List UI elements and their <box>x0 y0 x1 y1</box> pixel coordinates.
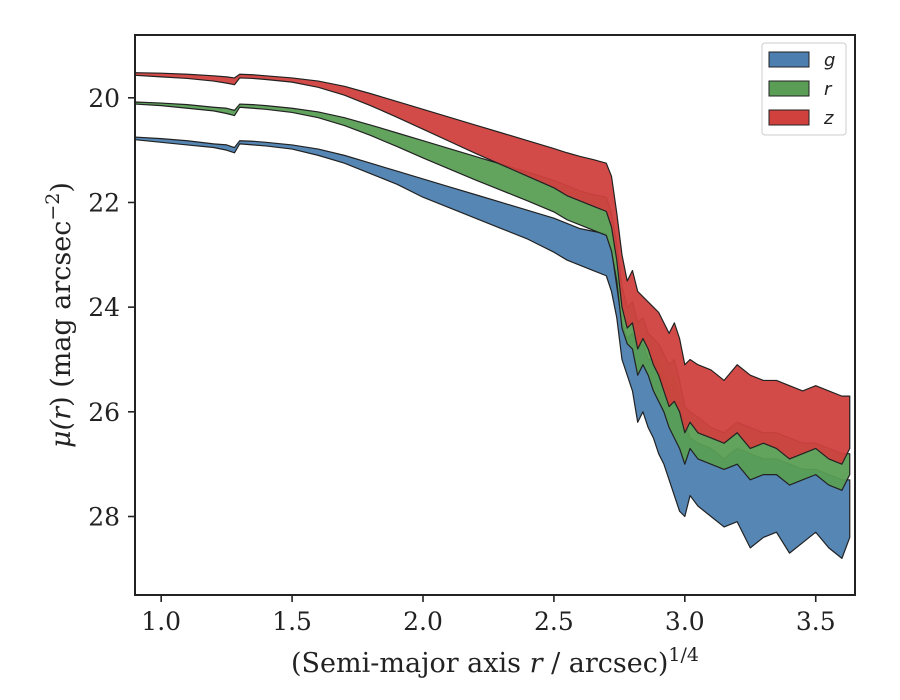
plot-frame <box>134 34 856 596</box>
legend-label-z: z <box>823 108 834 129</box>
x-axis-label-prefix: (Semi-major axis <box>291 648 530 679</box>
bands-layer <box>135 72 851 559</box>
y-axis-label-suffix: ) <box>46 182 77 193</box>
band-g <box>135 136 851 559</box>
legend-swatch-r <box>768 80 810 97</box>
band-z <box>135 72 851 465</box>
x-axis-label-superscript: 1/4 <box>668 644 699 666</box>
y-tick-label: 22 <box>88 188 120 217</box>
x-tick-label: 1.0 <box>141 607 181 636</box>
x-tick-label: 2.0 <box>403 607 443 636</box>
legend-swatch-z <box>768 109 810 126</box>
axes-layer <box>134 34 856 596</box>
y-axis-label: μ(r) (mag arcsec−2) <box>42 182 77 448</box>
x-tick-label: 3.5 <box>796 607 836 636</box>
x-tick-label: 1.5 <box>272 607 312 636</box>
y-tick-label: 26 <box>88 398 120 427</box>
x-tick-label: 2.5 <box>534 607 574 636</box>
ticks-layer: 1.0 1.5 2.0 2.5 3.0 3.5 20 22 24 26 28 <box>88 84 835 636</box>
y-axis-label-middle: ) (mag arcsec <box>46 221 77 407</box>
x-tick-label: 3.0 <box>665 607 705 636</box>
y-tick-label: 20 <box>88 84 120 113</box>
legend-swatch-g <box>768 51 810 68</box>
legend: g r z <box>761 42 847 136</box>
x-axis-label-middle: / arcsec) <box>543 648 669 679</box>
legend-label-g: g <box>824 50 835 71</box>
x-axis-label-var: r <box>530 648 545 679</box>
y-axis-label-superscript: −2 <box>42 193 64 221</box>
y-tick-label: 24 <box>88 293 120 322</box>
legend-label-r: r <box>824 79 833 100</box>
x-axis-label: (Semi-major axis r / arcsec)1/4 <box>291 644 699 679</box>
y-tick-label: 28 <box>88 502 120 531</box>
y-axis-label-mu: μ( <box>46 418 77 448</box>
y-axis-label-var: r <box>46 405 77 420</box>
